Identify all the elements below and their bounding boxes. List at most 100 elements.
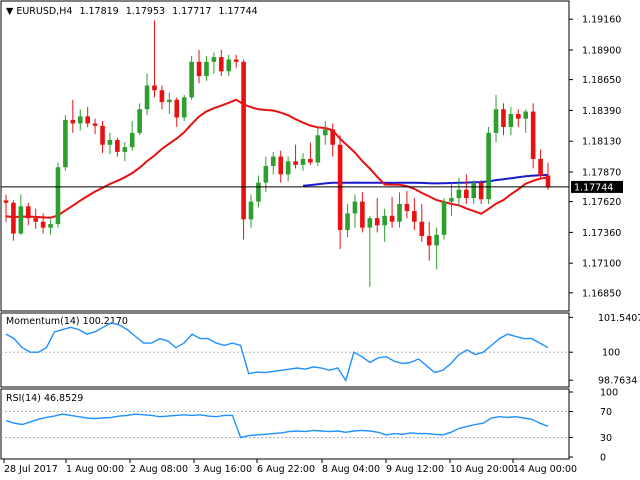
candle-body	[219, 57, 224, 72]
rsi-tick-label: 100	[600, 388, 618, 399]
time-axis: 28 Jul 2017 1 Aug 00:00 2 Aug 08:00 3 Aug 1…	[3, 459, 577, 475]
time-tick-label: 9 Aug 12:00	[386, 464, 444, 475]
ma-path	[5, 98, 549, 219]
candle-body	[508, 113, 514, 127]
high-value: 1.17953	[126, 6, 165, 17]
candle-body	[3, 200, 9, 203]
candle-body	[434, 234, 439, 246]
momentum-axis: 101.5407 100 98.7634	[569, 313, 640, 387]
candle-body	[345, 213, 350, 231]
time-tick-label: 28 Jul 2017	[4, 464, 58, 475]
price-panel-border	[0, 0, 570, 312]
candle-body	[18, 206, 24, 234]
candle-body	[352, 201, 358, 214]
candle-body	[426, 235, 432, 246]
candle-body	[412, 211, 417, 222]
price-tick-label: 1.18900	[582, 46, 621, 57]
candle-body	[40, 221, 46, 228]
price-panel[interactable]: ▼ EURUSD,H4 1.17819 1.17953 1.17717 1.17…	[0, 0, 570, 312]
time-tick-label: 2 Aug 08:00	[130, 464, 188, 475]
candle-body	[181, 97, 187, 118]
candle-body	[85, 116, 90, 124]
candle-body	[115, 140, 120, 152]
candle-body	[263, 166, 269, 183]
rsi-tick-label: 30	[600, 433, 612, 444]
candle-body	[137, 109, 142, 133]
candle-body	[92, 123, 98, 126]
current-price-tag: 1.17744	[571, 180, 623, 193]
momentum-panel[interactable]: Momentum(14) 100.2170	[0, 312, 570, 388]
candle-body	[33, 218, 39, 222]
candle-body	[211, 57, 217, 62]
candle-body	[241, 61, 246, 220]
candle-body	[189, 61, 194, 98]
candle-body	[419, 221, 425, 236]
momentum-tick-label: 101.5407	[598, 313, 640, 324]
close-value: 1.17744	[218, 6, 257, 17]
candle-body	[270, 156, 276, 167]
candle-body	[174, 99, 180, 118]
moving-average-fast	[5, 98, 549, 219]
rsi-tick-label: 0	[600, 453, 606, 464]
candle-body	[367, 218, 373, 228]
candle-body	[515, 113, 521, 119]
candle-body	[204, 61, 209, 77]
price-tick-label: 1.17620	[582, 197, 621, 208]
chart-header: ▼ EURUSD,H4 1.17819 1.17953 1.17717 1.17…	[6, 6, 258, 17]
oscillator-path	[5, 413, 549, 439]
current-price-text: 1.17744	[574, 182, 613, 193]
symbol-label: EURUSD,H4	[16, 6, 72, 17]
candle-body	[300, 158, 306, 165]
rsi-title: RSI(14) 46.8529	[6, 393, 83, 404]
candle-body	[464, 189, 469, 199]
time-tick-label: 14 Aug 00:00	[513, 464, 577, 475]
time-tick-label: 3 Aug 16:00	[194, 464, 252, 475]
candle-body	[55, 167, 61, 225]
candle-body	[530, 111, 536, 159]
rsi-panel-border	[0, 388, 570, 460]
candle-body	[322, 129, 328, 136]
rsi-axis: 100 70 30 0	[569, 388, 618, 464]
candle-body	[48, 224, 53, 228]
candle-body	[100, 125, 105, 145]
candle-body	[77, 116, 83, 124]
price-axis: 1.19160 1.18900 1.18650 1.18390 1.18130 1.178…	[569, 15, 621, 299]
candle-body	[159, 90, 165, 103]
candle-body	[538, 158, 543, 176]
price-tick-label: 1.16850	[582, 288, 621, 299]
price-tick-label: 1.18390	[582, 106, 621, 117]
price-tick-label: 1.17360	[582, 228, 621, 239]
price-tick-label: 1.17100	[582, 259, 621, 270]
candle-body	[70, 119, 76, 124]
candle-body	[330, 129, 335, 145]
candle-body	[523, 111, 529, 119]
momentum-title: Momentum(14) 100.2170	[6, 316, 128, 327]
candle-body	[501, 109, 506, 127]
candle-body	[256, 182, 261, 202]
candle-body	[545, 175, 551, 188]
candle-body	[107, 140, 113, 145]
price-tick-label: 1.18650	[582, 75, 621, 86]
rsi-panel[interactable]: RSI(14) 46.8529	[0, 388, 570, 460]
candle-body	[278, 156, 284, 175]
candle-body	[25, 206, 31, 219]
candle-body	[63, 119, 68, 168]
candle-body	[382, 215, 387, 226]
current-price-box	[571, 180, 623, 193]
candle-body	[441, 201, 447, 235]
moving-average-slow	[302, 173, 549, 187]
candle-body	[456, 189, 462, 199]
candle-body	[144, 85, 150, 110]
candle-body	[167, 99, 172, 103]
candle-body	[486, 132, 491, 200]
candle-body	[248, 201, 254, 220]
candle-body	[360, 201, 365, 228]
oscillator-path	[5, 322, 549, 383]
time-tick-label: 10 Aug 20:00	[450, 464, 514, 475]
candle-body	[315, 135, 321, 163]
momentum-panel-border	[0, 312, 570, 388]
candle-body	[11, 202, 16, 234]
momentum-tick-label: 98.7634	[598, 376, 637, 387]
candle-body	[308, 158, 313, 163]
